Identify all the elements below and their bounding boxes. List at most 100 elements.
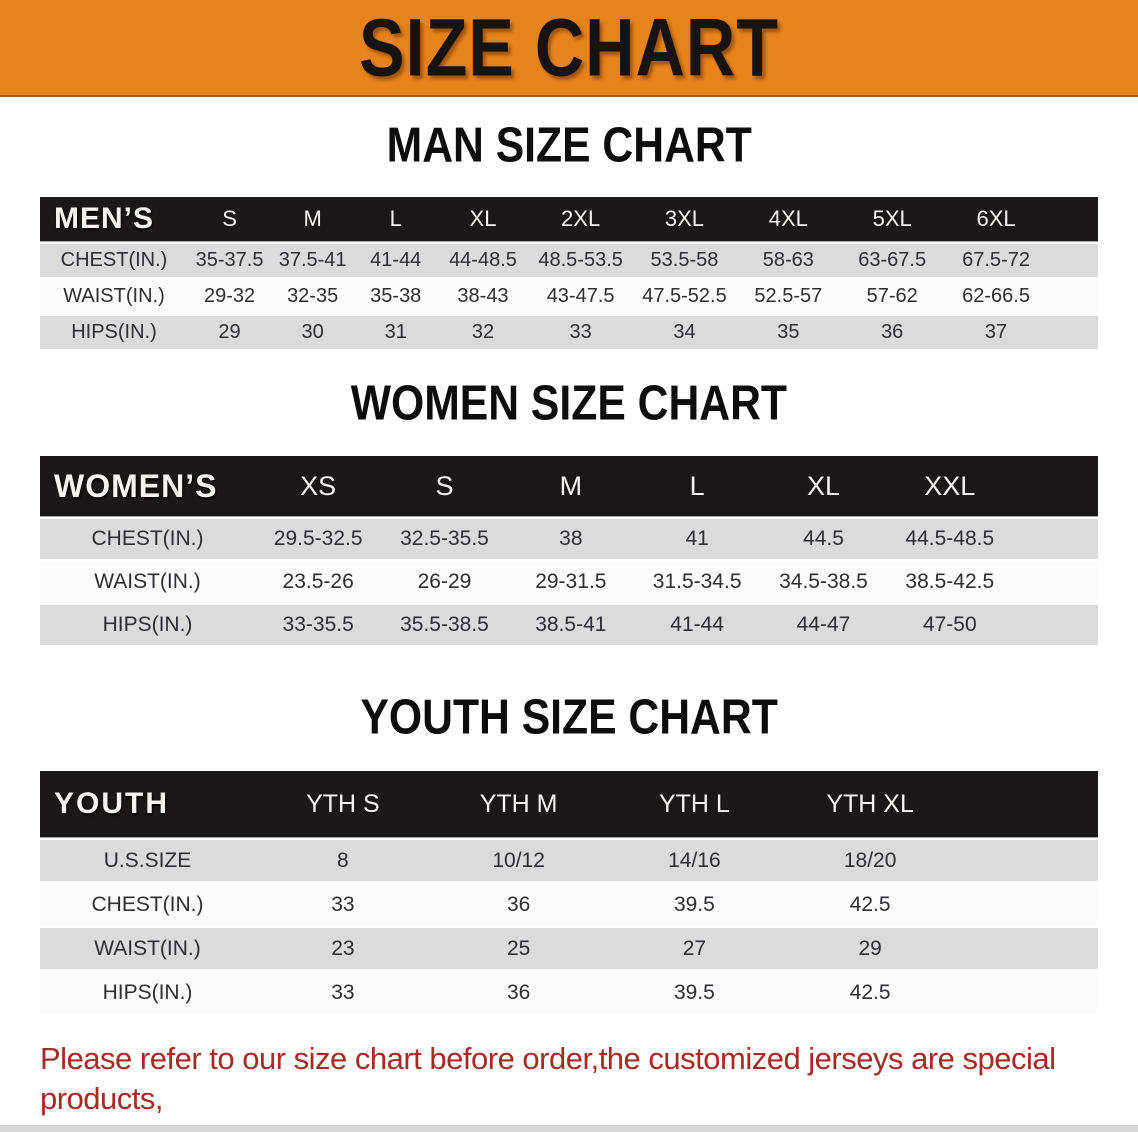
size-value-cell: 26-29: [417, 570, 472, 593]
measurement-row: U.S.SIZE 8 10/12 14/16 18/20: [40, 840, 1098, 881]
size-value-cell: 35-37.5: [195, 249, 264, 271]
size-column-header: 5XL: [872, 206, 912, 231]
mens-chart-heading: MAN SIZE CHART: [386, 118, 752, 173]
womens-size-section: WOMEN SIZE CHART WOMEN’S XS S M L XL XXL CHEST(…: [40, 376, 1098, 645]
size-value-cell: 44.5: [803, 527, 844, 550]
womens-size-table: WOMEN’S XS S M L XL XXL CHEST(IN.) 29.5-32.5 32.5…: [40, 456, 1098, 645]
size-value-cell: 39.5: [673, 980, 715, 1004]
youth-size-section: YOUTH SIZE CHART YOUTH YTH S YTH M YTH L YTH…: [40, 690, 1098, 1013]
content-area: MAN SIZE CHART MEN’S S M L XL 2XL 3XL 4XL 5XL 6XL…: [0, 118, 1138, 1132]
youth-size-table: YOUTH YTH S YTH M YTH L YTH XL U.S.SIZE 8 10/12…: [40, 771, 1098, 1013]
size-value-cell: 14/16: [668, 848, 721, 872]
size-value-cell: 10/12: [492, 848, 545, 872]
size-value-cell: 38.5-41: [535, 613, 607, 636]
row-label: CHEST(IN.): [91, 527, 204, 550]
size-value-cell: 8: [337, 848, 349, 872]
size-column-header: S: [222, 206, 237, 231]
size-column-header: 3XL: [664, 206, 705, 231]
size-column-header: L: [689, 470, 705, 501]
size-value-cell: 29: [218, 321, 241, 343]
row-label: U.S.SIZE: [103, 848, 192, 872]
size-value-cell: 23.5-26: [282, 570, 354, 593]
size-value-cell: 62-66.5: [962, 285, 1030, 307]
size-column-header: S: [435, 470, 454, 501]
size-column-header: YTH L: [658, 789, 730, 818]
size-value-cell: 29.5-32.5: [273, 527, 363, 550]
mens-size-section: MAN SIZE CHART MEN’S S M L XL 2XL 3XL 4XL 5XL 6XL…: [40, 118, 1098, 349]
size-value-cell: 39.5: [673, 892, 715, 916]
size-value-cell: 37: [984, 321, 1008, 343]
size-column-header: XL: [469, 206, 497, 231]
womens-chart-heading: WOMEN SIZE CHART: [350, 376, 788, 431]
size-column-header: 4XL: [768, 206, 808, 231]
size-value-cell: 38-43: [457, 285, 509, 307]
size-value-cell: 35: [777, 321, 800, 343]
size-value-cell: 41-44: [670, 613, 724, 636]
table-title-cell: WOMEN’S: [54, 467, 218, 504]
size-chart-banner: SIZE CHART: [0, 0, 1138, 97]
banner-title: SIZE CHART: [359, 1, 779, 94]
size-value-cell: 44-48.5: [449, 249, 517, 271]
measurement-row: HIPS(IN.) 33 36 39.5 42.5: [40, 972, 1098, 1013]
size-value-cell: 36: [506, 980, 531, 1004]
size-value-cell: 33-35.5: [282, 613, 354, 636]
size-value-cell: 30: [301, 321, 324, 343]
size-value-cell: 31.5-34.5: [652, 570, 742, 593]
size-value-cell: 43-47.5: [546, 285, 615, 307]
size-value-cell: 33: [569, 321, 592, 343]
size-value-cell: 32: [471, 321, 495, 343]
size-value-cell: 37.5-41: [278, 249, 347, 271]
size-value-cell: 35.5-38.5: [400, 613, 489, 636]
size-column-header: M: [559, 470, 583, 501]
size-value-cell: 38: [559, 527, 583, 550]
table-title-cell: YOUTH: [54, 787, 169, 820]
row-label: HIPS(IN.): [102, 613, 193, 636]
measurement-row: WAIST(IN.) 29-32 32-35 35-38 38-43 43-47.5 47.…: [40, 280, 1098, 313]
order-disclaimer: Please refer to our size chart before or…: [40, 1039, 1098, 1132]
size-column-header: XL: [806, 470, 840, 501]
size-value-cell: 42.5: [849, 980, 891, 1004]
row-label: HIPS(IN.): [71, 321, 157, 343]
size-value-cell: 34.5-38.5: [779, 570, 868, 593]
row-label: HIPS(IN.): [102, 980, 193, 1004]
size-value-cell: 32.5-35.5: [400, 527, 489, 550]
size-value-cell: 44.5-48.5: [905, 527, 995, 550]
size-column-header: XS: [300, 470, 337, 501]
row-label: CHEST(IN.): [60, 249, 168, 271]
size-column-header: 6XL: [976, 206, 1016, 231]
size-value-cell: 33: [331, 892, 355, 916]
table-header-row: WOMEN’S XS S M L XL XXL: [40, 456, 1098, 516]
youth-chart-heading: YOUTH SIZE CHART: [360, 690, 778, 745]
measurement-row: CHEST(IN.) 33 36 39.5 42.5: [40, 884, 1098, 925]
size-column-header: YTH S: [306, 789, 380, 818]
size-value-cell: 29-31.5: [535, 570, 607, 593]
size-value-cell: 25: [506, 936, 531, 960]
size-value-cell: 31: [384, 321, 407, 343]
row-label: WAIST(IN.): [94, 936, 201, 960]
table-title-cell: MEN’S: [54, 202, 155, 235]
row-label: WAIST(IN.): [63, 285, 165, 307]
table-header-row: YOUTH YTH S YTH M YTH L YTH XL: [40, 771, 1098, 837]
size-value-cell: 18/20: [843, 848, 897, 872]
measurement-row: WAIST(IN.) 23 25 27 29: [40, 928, 1098, 969]
size-value-cell: 23: [331, 936, 355, 960]
size-value-cell: 67.5-72: [962, 249, 1030, 271]
size-value-cell: 35-38: [370, 285, 422, 307]
size-column-header: 2XL: [561, 206, 601, 231]
size-column-header: XXL: [924, 470, 976, 501]
size-value-cell: 63-67.5: [858, 249, 927, 271]
measurement-row: HIPS(IN.) 29 30 31 32 33 34 35 36 37: [40, 316, 1098, 349]
measurement-row: CHEST(IN.) 29.5-32.5 32.5-35.5 38 41 44.5 44.5…: [40, 519, 1098, 559]
table-header-row: MEN’S S M L XL 2XL 3XL 4XL 5XL 6XL: [40, 197, 1098, 241]
measurement-row: HIPS(IN.) 33-35.5 35.5-38.5 38.5-41 41-44 44-…: [40, 605, 1098, 645]
mens-size-table: MEN’S S M L XL 2XL 3XL 4XL 5XL 6XL CHEST(IN.) 35-37…: [40, 197, 1098, 349]
size-value-cell: 41-44: [370, 249, 422, 271]
size-value-cell: 29: [858, 936, 882, 960]
row-label: WAIST(IN.): [94, 570, 201, 593]
size-value-cell: 33: [331, 980, 355, 1004]
size-value-cell: 29-32: [203, 285, 256, 307]
size-value-cell: 47.5-52.5: [642, 285, 727, 307]
size-value-cell: 52.5-57: [754, 285, 823, 307]
measurement-row: CHEST(IN.) 35-37.5 37.5-41 41-44 44-48.5 48.5…: [40, 244, 1098, 277]
size-value-cell: 58-63: [762, 249, 814, 271]
